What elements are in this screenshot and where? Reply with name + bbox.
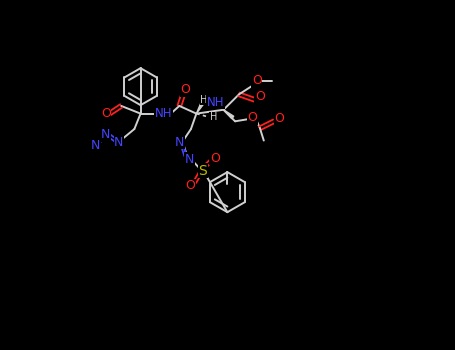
Text: O: O (252, 74, 262, 87)
Text: O: O (255, 90, 265, 103)
Polygon shape (223, 110, 234, 119)
Text: N: N (91, 139, 100, 152)
Text: NH: NH (207, 96, 224, 108)
Text: O: O (210, 152, 220, 165)
Text: S: S (198, 163, 207, 177)
Text: O: O (185, 180, 195, 193)
Text: O: O (101, 107, 111, 120)
Text: O: O (247, 111, 257, 124)
Polygon shape (197, 102, 204, 114)
Text: N: N (114, 135, 124, 149)
Text: O: O (181, 83, 191, 96)
Text: H: H (201, 95, 208, 105)
Text: N: N (185, 153, 194, 166)
Text: O: O (274, 112, 284, 126)
Text: N: N (101, 128, 111, 141)
Text: H: H (210, 112, 217, 122)
Text: N: N (175, 135, 184, 149)
Text: NH: NH (155, 107, 172, 120)
